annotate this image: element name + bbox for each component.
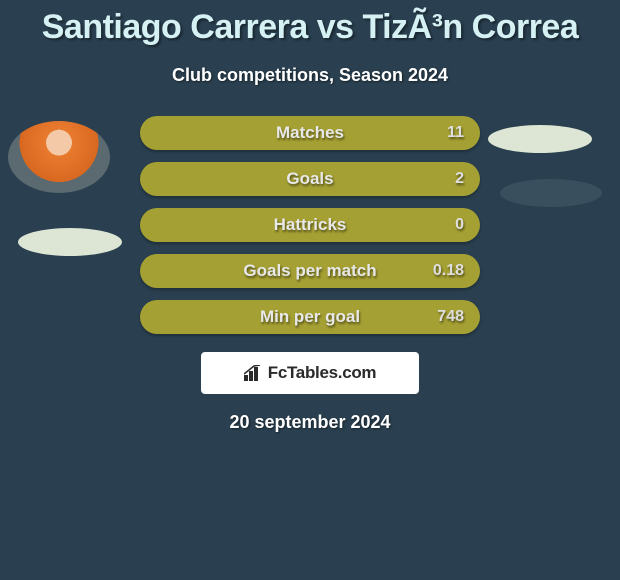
fctables-chart-icon	[244, 365, 264, 381]
comparison-date: 20 september 2024	[0, 412, 620, 433]
bubble-right-2	[500, 179, 602, 207]
stat-label: Goals	[140, 169, 480, 189]
stat-bar-goals: Goals 2	[140, 162, 480, 196]
bubble-left	[18, 228, 122, 256]
bubble-right-1	[488, 125, 592, 153]
stat-bar-matches: Matches 11	[140, 116, 480, 150]
branding-text: FcTables.com	[268, 363, 377, 383]
stat-bar-hattricks: Hattricks 0	[140, 208, 480, 242]
stat-value: 0	[455, 216, 464, 234]
stat-label: Hattricks	[140, 215, 480, 235]
comparison-subtitle: Club competitions, Season 2024	[0, 65, 620, 86]
comparison-title: Santiago Carrera vs TizÃ³n Correa	[0, 0, 620, 47]
stat-value: 2	[455, 170, 464, 188]
stat-value: 0.18	[433, 262, 464, 280]
stat-bar-min-per-goal: Min per goal 748	[140, 300, 480, 334]
stats-content: Matches 11 Goals 2 Hattricks 0 Goals per…	[0, 116, 620, 433]
stat-bar-goals-per-match: Goals per match 0.18	[140, 254, 480, 288]
stat-label: Goals per match	[140, 261, 480, 281]
player-avatar-left	[8, 121, 110, 193]
stat-value: 748	[437, 308, 464, 326]
stat-label: Min per goal	[140, 307, 480, 327]
stat-label: Matches	[140, 123, 480, 143]
branding-box: FcTables.com	[201, 352, 419, 394]
stat-value: 11	[447, 124, 464, 142]
stat-bars: Matches 11 Goals 2 Hattricks 0 Goals per…	[140, 116, 480, 334]
